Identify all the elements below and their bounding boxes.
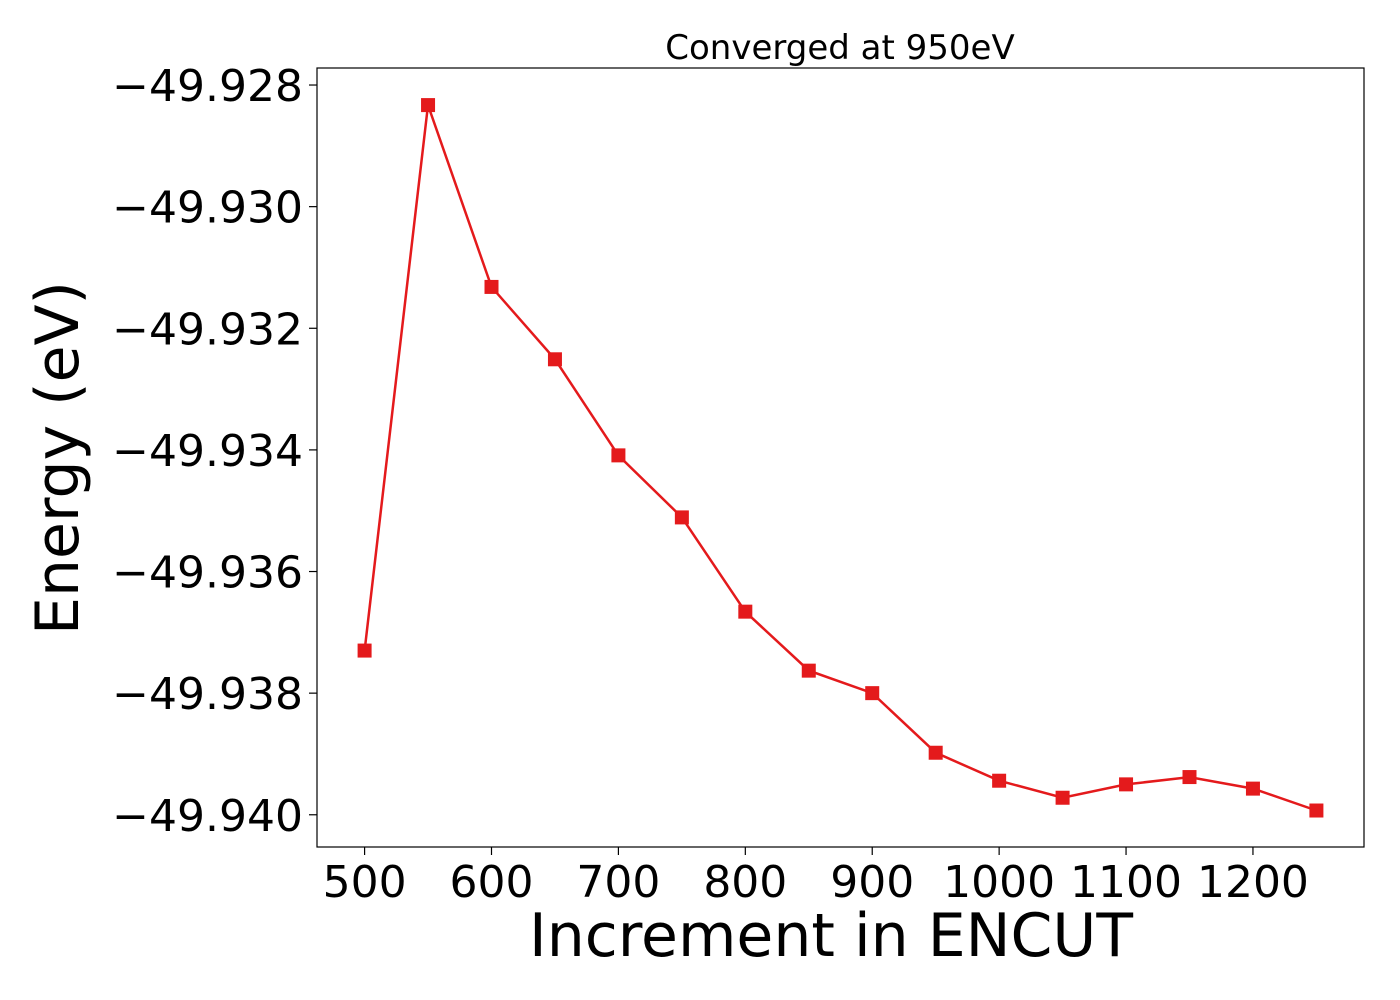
data-point (674, 510, 689, 525)
y-tick-label: −49.938 (112, 669, 303, 720)
x-tick-label: 500 (323, 857, 407, 908)
y-tick-label: −49.934 (112, 426, 303, 477)
y-tick-label: −49.940 (112, 791, 303, 842)
data-point (738, 604, 753, 619)
y-tick-label: −49.936 (112, 548, 303, 599)
data-point (611, 448, 626, 463)
data-point (865, 686, 880, 701)
data-point (484, 279, 499, 294)
data-point (928, 745, 943, 760)
data-point (1182, 770, 1197, 785)
data-point (1245, 781, 1260, 796)
plot-frame (316, 67, 1365, 848)
data-point (801, 663, 816, 678)
x-axis-label: Increment in ENCUT (529, 901, 1133, 971)
series-line (363, 104, 1317, 812)
x-tick-label: 1100 (1070, 857, 1182, 908)
data-point (1309, 803, 1324, 818)
x-tick-label: 800 (703, 857, 787, 908)
data-point (992, 773, 1007, 788)
x-tick-label: 700 (576, 857, 660, 908)
y-tick-label: −49.928 (112, 61, 303, 112)
x-tick-label: 1200 (1197, 857, 1309, 908)
data-point (421, 98, 436, 113)
data-point (357, 643, 372, 658)
x-tick-label: 1000 (943, 857, 1055, 908)
y-axis-label: Energy (eV) (23, 281, 93, 635)
plot-area: 500 600 700 800 900 1000 1100 1200 −49.928 −49.93… (112, 61, 1365, 908)
data-point (1119, 777, 1134, 792)
y-tick-label: −49.930 (112, 183, 303, 234)
x-tick-label: 600 (450, 857, 534, 908)
x-tick-label: 900 (830, 857, 914, 908)
chart-title: Converged at 950eV (665, 28, 1014, 68)
y-tick-label: −49.932 (112, 304, 303, 355)
data-point (547, 352, 562, 367)
data-point (1055, 790, 1070, 805)
